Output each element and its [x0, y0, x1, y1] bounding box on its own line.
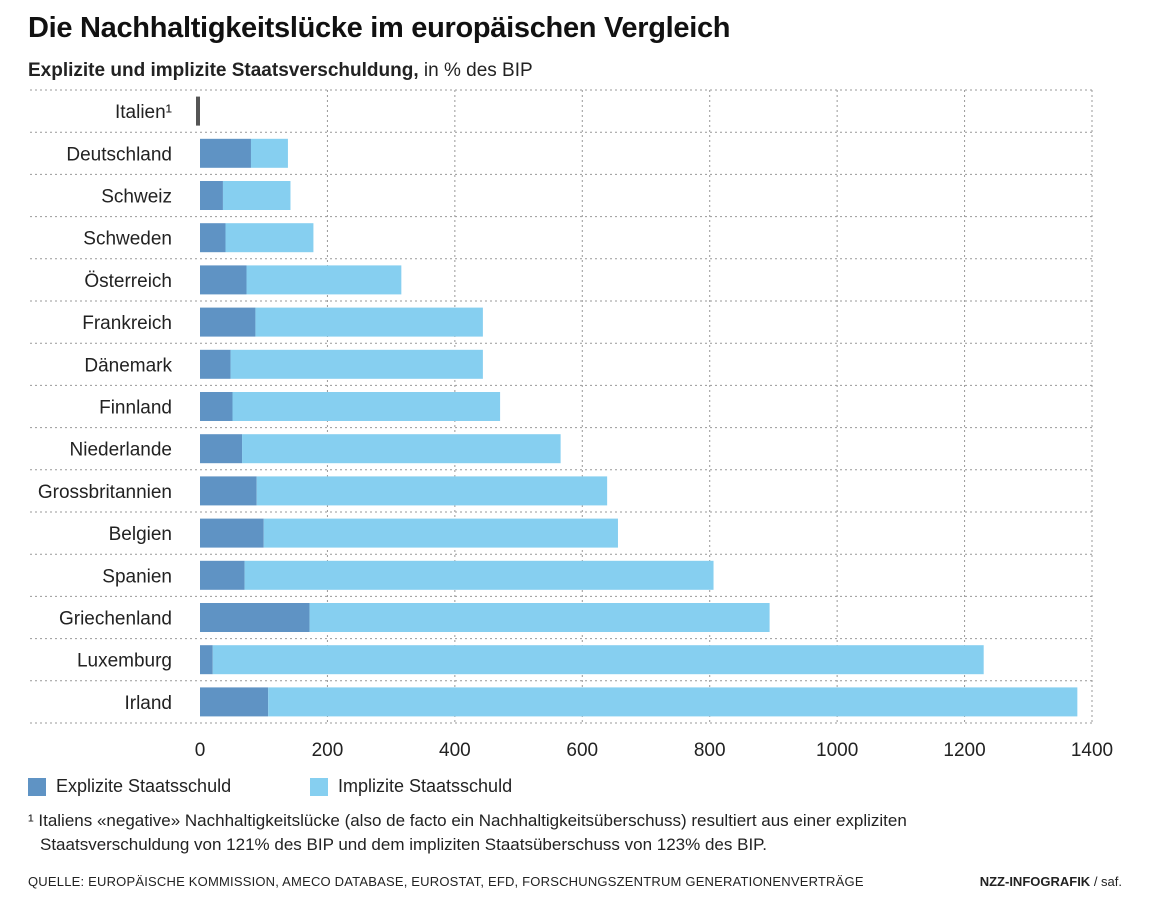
category-label: Italien¹ — [115, 102, 172, 123]
legend-label-explicit: Explizite Staatsschuld — [56, 776, 232, 796]
source-note: QUELLE: EUROPÄISCHE KOMMISSION, AMECO DA… — [28, 874, 864, 889]
bar-implicit — [255, 307, 483, 337]
bar-explicit — [200, 687, 269, 717]
category-label: Deutschland — [66, 144, 172, 165]
bar-implicit — [242, 434, 561, 464]
credit-author: / saf. — [1090, 874, 1122, 889]
bar-explicit — [200, 476, 257, 506]
bar-explicit — [200, 307, 256, 337]
bar-implicit — [263, 518, 618, 548]
credit-brand: NZZ-INFOGRAFIK — [979, 874, 1091, 889]
bar-implicit — [268, 687, 1078, 717]
bar-explicit — [200, 560, 245, 590]
bar-explicit — [200, 392, 233, 421]
category-label: Dänemark — [84, 355, 172, 376]
bar-explicit — [200, 181, 223, 210]
category-label: Luxemburg — [77, 651, 172, 672]
bar-implicit — [230, 349, 483, 379]
category-label: Spanien — [102, 566, 172, 587]
credit: NZZ-INFOGRAFIK / saf. — [980, 874, 1122, 889]
footnote: ¹ Italiens «negative» Nachhaltigkeitslüc… — [28, 809, 1028, 857]
legend-item-implicit: Implizite Staatsschuld — [310, 776, 512, 797]
category-label: Niederlande — [70, 440, 172, 461]
bar-implicit — [232, 392, 501, 421]
bar-implicit — [225, 223, 314, 253]
bar-explicit — [200, 645, 213, 675]
category-label: Schweiz — [101, 187, 172, 208]
x-tick-label: 1200 — [943, 740, 985, 761]
category-label: Irland — [124, 693, 172, 714]
legend-swatch-implicit — [310, 777, 328, 796]
legend-item-explicit: Explizite Staatsschuld — [28, 776, 231, 797]
x-tick-label: 0 — [195, 740, 206, 761]
chart-subtitle: Explizite und implizite Staatsverschuldu… — [28, 60, 533, 82]
category-label: Griechenland — [59, 609, 172, 630]
bar-explicit — [200, 434, 243, 464]
bar-explicit — [200, 223, 226, 253]
bar-explicit — [200, 518, 264, 548]
chart-title: Die Nachhaltigkeitslücke im europäischen… — [28, 12, 731, 44]
bar-implicit — [256, 476, 608, 506]
x-tick-label: 200 — [312, 740, 344, 761]
bar-implicit — [212, 645, 984, 675]
bar-explicit — [196, 96, 200, 126]
category-label: Grossbritannien — [38, 482, 172, 503]
bar-explicit — [200, 603, 310, 632]
bar-implicit — [309, 603, 770, 632]
bar-explicit — [200, 138, 251, 168]
footnote-line-2: Staatsverschuldung von 121% des BIP und … — [40, 835, 768, 854]
bar-implicit — [222, 181, 291, 210]
legend-label-implicit: Implizite Staatsschuld — [338, 776, 513, 796]
bar-chart: Italien¹ Deutschland Schweiz Schweden Österr… — [30, 89, 1113, 761]
category-label: Frankreich — [82, 313, 172, 334]
category-label: Schweden — [83, 229, 172, 250]
bar-implicit — [250, 138, 288, 168]
x-tick-label: 400 — [439, 740, 471, 761]
category-label: Österreich — [84, 271, 172, 292]
bar-implicit — [246, 265, 402, 295]
bar-explicit — [200, 265, 247, 295]
x-tick-label: 1000 — [816, 740, 858, 761]
x-tick-label: 800 — [694, 740, 726, 761]
footnote-line-1: ¹ Italiens «negative» Nachhaltigkeitslüc… — [28, 811, 907, 830]
category-label: Belgien — [109, 524, 172, 545]
x-tick-label: 1400 — [1071, 740, 1113, 761]
subtitle-main: Explizite und implizite Staatsverschuldu… — [28, 60, 419, 81]
x-tick-label: 600 — [566, 740, 598, 761]
bar-explicit — [200, 349, 231, 379]
bar-implicit — [244, 560, 714, 590]
category-label: Finnland — [99, 398, 172, 419]
subtitle-unit: in % des BIP — [418, 60, 533, 81]
legend-swatch-explicit — [28, 777, 46, 796]
